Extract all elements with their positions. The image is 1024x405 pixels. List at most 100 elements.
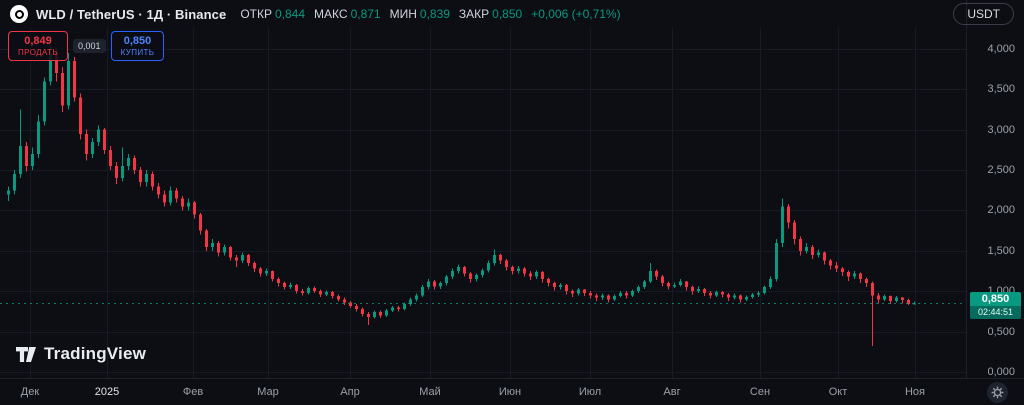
candle-body: [601, 295, 604, 298]
candle-body: [673, 284, 676, 287]
candle-body: [805, 246, 808, 251]
candle-body: [121, 166, 124, 179]
price-tick-label: 4,000: [987, 42, 1015, 55]
candle-body: [661, 276, 664, 284]
time-tick-label: Июл: [578, 386, 602, 398]
candle-body: [787, 206, 790, 223]
candle-body: [223, 246, 226, 253]
candle-body: [481, 270, 484, 276]
candle-body: [901, 297, 904, 301]
candle-body: [823, 252, 826, 261]
candle-body: [397, 307, 400, 310]
bar-countdown: 02:44:51: [970, 306, 1021, 320]
candle-body: [97, 129, 100, 142]
candle-body: [757, 292, 760, 295]
candle-body: [103, 129, 106, 150]
candle-body: [793, 222, 796, 239]
change-value: +0,006 (+0,71%): [531, 7, 621, 21]
candle-body: [817, 252, 820, 255]
candle-body: [799, 238, 802, 251]
candle-body: [619, 292, 622, 297]
tradingview-logo[interactable]: TradingView: [16, 344, 146, 364]
candle-body: [721, 292, 724, 295]
candle-body: [589, 292, 592, 296]
candle-body: [781, 206, 784, 243]
time-tick-label: Авг: [663, 386, 681, 398]
candle-body: [655, 271, 658, 277]
sell-button[interactable]: 0,849 ПРОДАТЬ: [8, 31, 69, 61]
candle-body: [583, 289, 586, 293]
candle-body: [373, 312, 376, 318]
close-value: 0,850: [492, 7, 523, 21]
price-tick-label: 0,500: [987, 325, 1015, 338]
candle-body: [685, 281, 688, 288]
candle-body: [325, 292, 328, 295]
gear-icon[interactable]: [987, 382, 1008, 403]
candle-body: [181, 198, 184, 207]
ohlc-open: ОТКР 0,844: [240, 7, 305, 21]
candle-body: [85, 133, 88, 154]
candle-body: [49, 53, 52, 82]
candle-body: [763, 287, 766, 293]
time-tick-label: 2025: [94, 386, 120, 398]
candle-body: [871, 283, 874, 296]
price-axis[interactable]: 0,850 02:44:51 4,000 3,500 3,000 2,500 2,000…: [966, 0, 1024, 378]
candle-body: [553, 283, 556, 288]
candle-body: [535, 271, 538, 277]
candle-body: [877, 295, 880, 300]
time-tick-label: Май: [419, 386, 441, 398]
candle-body: [235, 257, 238, 261]
open-label: ОТКР: [240, 7, 272, 21]
time-tick-label: Дек: [20, 386, 40, 398]
candle-body: [829, 260, 832, 266]
candle-body: [565, 284, 568, 292]
candle-body: [637, 287, 640, 292]
candle-body: [493, 254, 496, 263]
candle-body: [427, 281, 430, 288]
currency-toggle-button[interactable]: USDT: [953, 3, 1014, 25]
candle-body: [145, 174, 148, 183]
candle-body: [229, 246, 232, 258]
candlestick-chart-plot[interactable]: [0, 28, 966, 378]
candle-body: [205, 230, 208, 247]
candle-body: [37, 121, 40, 154]
candle-body: [733, 295, 736, 298]
time-tick-label: Июн: [498, 386, 522, 398]
buy-button[interactable]: 0,850 КУПИТЬ: [110, 31, 165, 61]
candle-body: [889, 296, 892, 301]
candle-body: [319, 291, 322, 295]
candle-body: [433, 281, 436, 287]
candle-body: [217, 242, 220, 253]
candle-body: [313, 288, 316, 292]
symbol-title[interactable]: WLD / TetherUS · 1Д · Binance: [36, 6, 227, 22]
candle-body: [331, 292, 334, 297]
candle-body: [55, 53, 58, 74]
candle-body: [355, 305, 358, 310]
candle-body: [607, 295, 610, 300]
candle-body: [277, 279, 280, 284]
candle-body: [595, 295, 598, 298]
candle-body: [253, 262, 256, 269]
time-tick-label: Мар: [257, 386, 279, 398]
tradingview-logo-mark: [16, 346, 36, 362]
candle-body: [457, 267, 460, 272]
time-tick-label: Сен: [749, 386, 771, 398]
candle-body: [769, 279, 772, 288]
candle-body: [859, 273, 862, 280]
candle-body: [295, 284, 298, 292]
candle-body: [745, 296, 748, 300]
candle-body: [523, 268, 526, 274]
ohlc-low: МИН 0,839: [390, 7, 450, 21]
last-price-badge: 0,850 02:44:51: [970, 292, 1021, 320]
candle-body: [691, 287, 694, 292]
sell-label: ПРОДАТЬ: [18, 47, 59, 57]
candle-body: [577, 289, 580, 294]
time-axis[interactable]: Дек 2025 Фев Мар Апр Май Июн Июл Авг Сен Окт Ноя: [0, 378, 1024, 405]
candle-body: [703, 288, 706, 293]
candle-body: [391, 307, 394, 311]
candle-body: [187, 202, 190, 207]
candle-body: [571, 291, 574, 294]
candle-body: [439, 283, 442, 287]
candle-body: [301, 291, 304, 293]
